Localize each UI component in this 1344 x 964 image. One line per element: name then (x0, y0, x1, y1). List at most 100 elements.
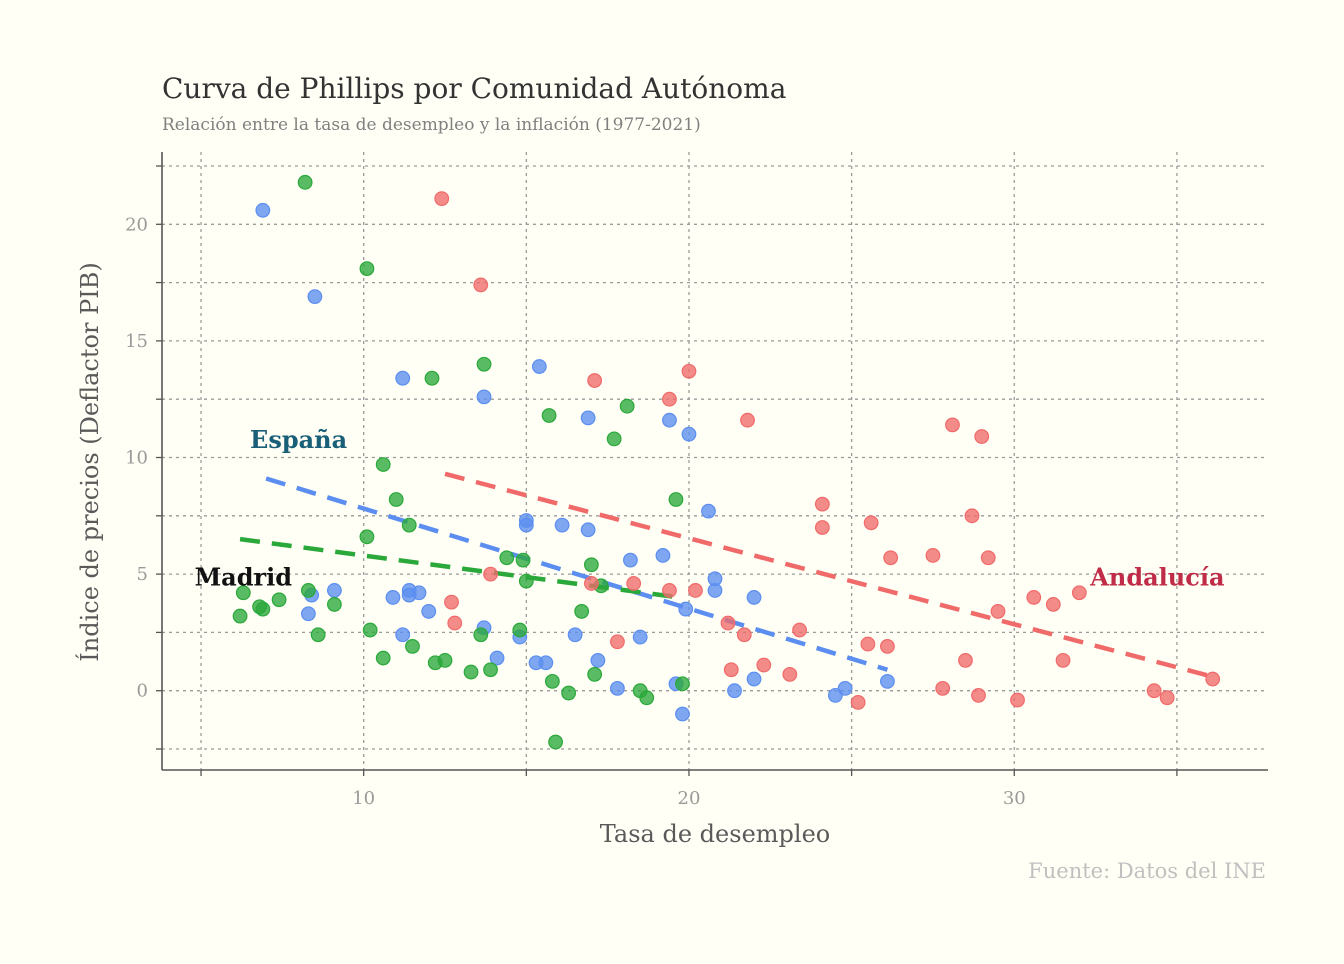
data-point-espana (675, 706, 690, 722)
data-point-andalucia (662, 391, 677, 407)
data-point-espana (395, 370, 411, 386)
data-point-andalucia (720, 615, 736, 631)
x-axis-title: Tasa de desempleo (600, 820, 830, 848)
data-point-andalucia (964, 508, 980, 524)
data-point-espana (531, 359, 547, 374)
data-point-madrid (619, 398, 635, 414)
y-axis-title: Índice de precios (Deflactor PIB) (75, 262, 104, 661)
data-point-andalucia (925, 548, 941, 563)
data-point-espana (567, 627, 583, 643)
chart-caption: Fuente: Datos del INE (1028, 859, 1266, 883)
data-point-andalucia (587, 373, 603, 388)
data-point-madrid (401, 517, 417, 533)
data-point-espana (678, 601, 694, 617)
data-point-andalucia (483, 566, 498, 582)
data-point-espana (489, 650, 505, 666)
data-point-madrid (639, 690, 655, 706)
data-point-madrid (463, 664, 479, 680)
data-point-andalucia (626, 576, 642, 591)
data-point-andalucia (971, 687, 986, 703)
data-point-espana (554, 517, 570, 533)
y-tick-label: 20 (125, 214, 148, 235)
trend-line-espana (265, 476, 889, 672)
data-point-andalucia (740, 412, 755, 428)
data-point-espana (401, 587, 417, 603)
data-point-andalucia (1071, 585, 1087, 601)
data-point-andalucia (945, 417, 960, 433)
data-point-espana (727, 683, 742, 699)
data-point-madrid (388, 492, 404, 507)
data-point-andalucia (473, 277, 489, 293)
data-point-madrid (515, 552, 531, 568)
data-point-madrid (232, 608, 248, 624)
data-point-andalucia (681, 363, 697, 379)
x-tick-label: 20 (678, 788, 701, 809)
data-point-andalucia (863, 515, 879, 531)
trend-lines (239, 471, 1214, 679)
data-point-espana (746, 590, 762, 605)
data-point-espana (255, 202, 271, 218)
data-point-espana (518, 517, 534, 533)
data-point-andalucia (935, 680, 951, 696)
chart-subtitle: Relación entre la tasa de desempleo y la… (162, 115, 701, 135)
data-point-andalucia (610, 634, 625, 650)
tick-labels: 10 20 30 0 5 10 15 20 (125, 214, 1026, 809)
data-point-andalucia (880, 639, 895, 654)
data-point-andalucia (974, 429, 990, 444)
x-tick-label: 30 (1003, 788, 1026, 809)
data-point-espana (632, 629, 648, 645)
data-point-andalucia (883, 550, 899, 566)
data-point-espana (837, 680, 853, 696)
data-point-espana (300, 606, 316, 622)
data-point-madrid (327, 597, 342, 612)
data-point-espana (395, 627, 411, 643)
data-point-espana (327, 583, 342, 598)
data-point-espana (590, 652, 606, 668)
data-point-andalucia (990, 604, 1006, 619)
data-point-andalucia (688, 583, 703, 598)
x-tick-label: 10 (352, 788, 375, 809)
data-point-andalucia (860, 636, 876, 652)
data-point-espana (580, 522, 596, 538)
data-point-andalucia (662, 583, 677, 598)
data-point-andalucia (792, 622, 807, 638)
data-point-espana (538, 655, 554, 671)
data-point-andalucia (1159, 690, 1175, 706)
grid (162, 152, 1268, 770)
data-point-madrid (483, 662, 498, 678)
data-point-madrid (587, 666, 603, 682)
chart-title: Curva de Phillips por Comunidad Autónoma (162, 72, 786, 105)
data-point-andalucia (1146, 683, 1162, 699)
data-point-madrid (548, 734, 564, 750)
data-point-madrid (561, 685, 577, 701)
annotation-label: Madrid (195, 562, 293, 591)
data-point-andalucia (583, 576, 599, 591)
data-point-andalucia (756, 657, 772, 673)
data-point-espana (655, 548, 671, 563)
data-points (232, 174, 1221, 750)
data-point-andalucia (1010, 692, 1025, 708)
data-point-madrid (574, 604, 590, 619)
data-point-espana (746, 671, 762, 687)
y-tick-label: 0 (137, 681, 148, 702)
data-point-andalucia (850, 694, 866, 710)
axes (156, 152, 1268, 776)
data-point-espana (307, 289, 323, 304)
data-point-espana (880, 673, 895, 689)
data-point-andalucia (434, 191, 450, 207)
data-point-madrid (424, 370, 440, 386)
data-point-madrid (518, 573, 534, 589)
data-point-madrid (668, 492, 684, 507)
data-point-espana (580, 410, 596, 426)
data-point-andalucia (814, 520, 830, 535)
y-tick-label: 10 (125, 448, 148, 469)
data-point-andalucia (444, 594, 459, 610)
data-point-andalucia (447, 615, 463, 631)
data-point-madrid (271, 592, 287, 608)
data-point-madrid (512, 622, 528, 638)
data-point-madrid (499, 550, 515, 566)
data-point-espana (610, 680, 625, 696)
data-point-andalucia (1205, 671, 1221, 687)
